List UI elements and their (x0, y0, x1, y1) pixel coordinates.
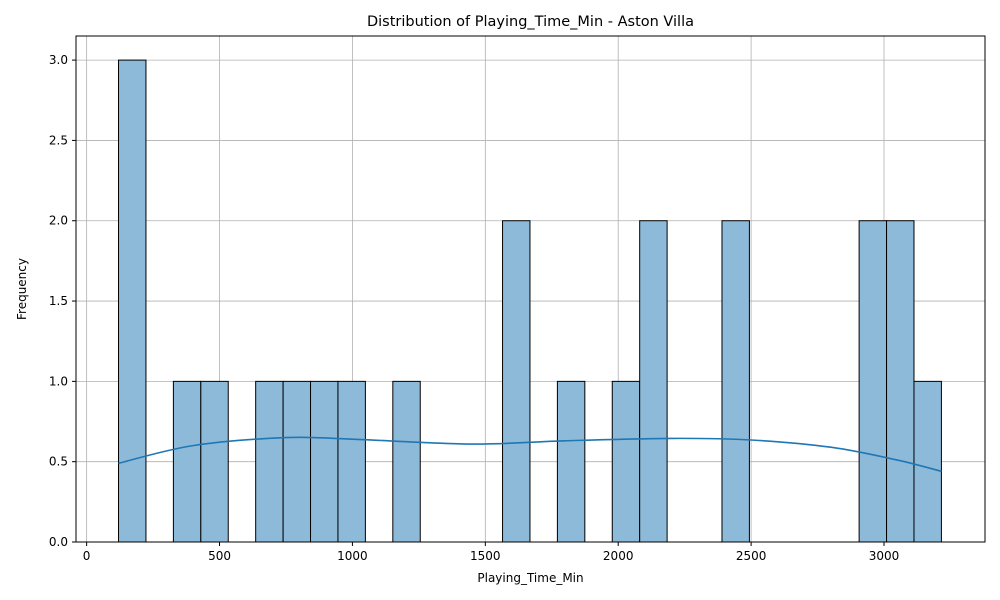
histogram-bar (172, 380, 202, 543)
histogram-bar (282, 380, 312, 543)
x-tick-label: 0 (83, 549, 91, 563)
x-tick-label: 1500 (470, 549, 501, 563)
histogram-bar (556, 380, 586, 543)
grid-lines (76, 36, 985, 543)
y-tick-label: 1.5 (49, 294, 68, 308)
histogram-bar (886, 220, 915, 543)
histogram-bar (118, 59, 147, 543)
x-axis-label: Playing_Time_Min (477, 571, 583, 585)
x-tick-label: 2000 (603, 549, 634, 563)
y-tick-label: 2.5 (49, 133, 68, 147)
histogram-bar (255, 380, 284, 543)
x-tick-label: 2500 (736, 549, 767, 563)
histogram-bar (913, 380, 942, 543)
histogram-bar (337, 380, 366, 543)
x-tick-label: 3000 (869, 549, 900, 563)
histogram-bar (858, 220, 888, 543)
x-tick-label: 1000 (337, 549, 368, 563)
x-tick-label: 500 (208, 549, 231, 563)
y-tick-label: 1.0 (49, 374, 68, 388)
y-axis-label: Frequency (15, 258, 29, 320)
histogram-bar (310, 380, 339, 543)
histogram-bar (611, 380, 641, 543)
plot-frame (75, 35, 986, 543)
histogram-bar (639, 220, 668, 543)
y-tick-label: 2.0 (49, 214, 68, 228)
histogram-bar (502, 220, 531, 543)
kde-curve (118, 436, 942, 473)
chart-title: Distribution of Playing_Time_Min - Aston… (367, 14, 694, 30)
y-tick-label: 3.0 (49, 53, 68, 67)
y-tick-label: 0.5 (49, 455, 68, 469)
histogram-bar (392, 380, 421, 543)
histogram-bar (200, 380, 229, 543)
y-tick-label: 0.0 (49, 535, 68, 549)
axis-ticks: 0 500 1000 1500 2000 2500 3000 0.0 0.5 1.0 1.5 2.0 2… (49, 53, 899, 563)
histogram-bar (721, 220, 750, 543)
